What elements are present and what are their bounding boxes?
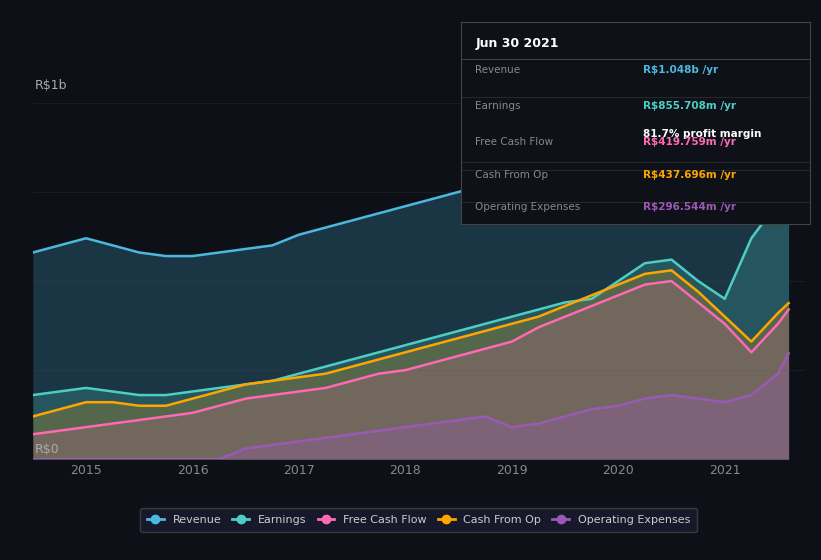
- Text: R$437.696m /yr: R$437.696m /yr: [643, 170, 736, 180]
- Text: R$855.708m /yr: R$855.708m /yr: [643, 101, 736, 111]
- Text: R$1b: R$1b: [35, 79, 67, 92]
- Text: Free Cash Flow: Free Cash Flow: [475, 137, 553, 147]
- Legend: Revenue, Earnings, Free Cash Flow, Cash From Op, Operating Expenses: Revenue, Earnings, Free Cash Flow, Cash …: [140, 508, 697, 532]
- Text: Revenue: Revenue: [475, 65, 521, 74]
- Text: R$296.544m /yr: R$296.544m /yr: [643, 202, 736, 212]
- Text: Operating Expenses: Operating Expenses: [475, 202, 580, 212]
- Text: Earnings: Earnings: [475, 101, 521, 111]
- Text: Cash From Op: Cash From Op: [475, 170, 548, 180]
- Text: R$1.048b /yr: R$1.048b /yr: [643, 65, 718, 74]
- Text: Jun 30 2021: Jun 30 2021: [475, 36, 559, 49]
- Text: R$419.759m /yr: R$419.759m /yr: [643, 137, 736, 147]
- Text: 81.7% profit margin: 81.7% profit margin: [643, 129, 761, 139]
- Text: R$0: R$0: [35, 442, 60, 456]
